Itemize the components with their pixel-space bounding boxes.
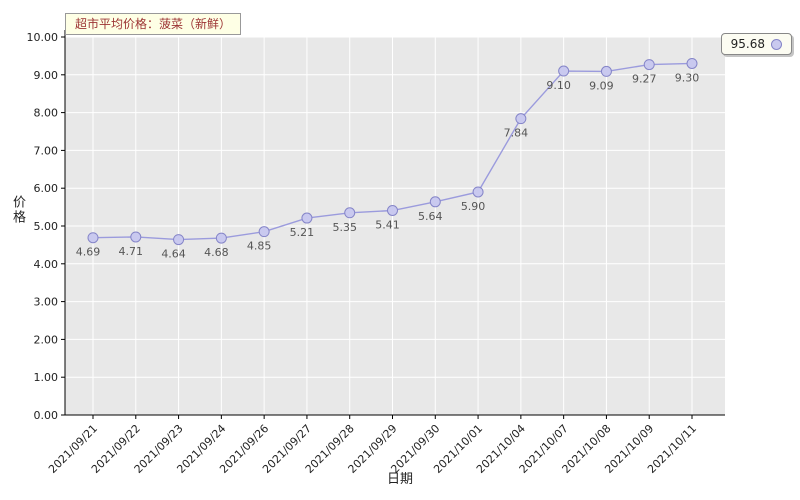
data-point-marker (558, 65, 570, 77)
x-axis-title: 日期 (386, 472, 413, 487)
data-point-label: 9.27 (632, 73, 657, 86)
data-point-marker (429, 196, 441, 208)
data-point-marker (87, 232, 99, 244)
y-tick-label: 3.00 (34, 296, 59, 309)
y-tick-label: 8.00 (34, 107, 59, 120)
data-point-marker (686, 57, 698, 69)
chart-title-box: 超市平均价格：菠菜（新鲜） (65, 13, 242, 35)
y-tick-label: 2.00 (34, 333, 59, 346)
data-point-marker (130, 231, 142, 243)
data-point-marker (344, 207, 356, 219)
data-point-label: 5.21 (290, 226, 315, 239)
data-point-label: 5.35 (332, 221, 357, 234)
y-tick-label: 0.00 (34, 409, 59, 422)
data-point-label: 5.90 (461, 200, 486, 213)
y-tick-label: 7.00 (34, 144, 59, 157)
data-point-label: 5.41 (375, 219, 400, 232)
chart-title: 超市平均价格：菠菜（新鲜） (75, 17, 232, 31)
data-point-marker (387, 205, 398, 217)
y-tick-label: 10.00 (27, 31, 59, 44)
data-point-label: 4.71 (119, 245, 144, 258)
y-tick-label: 1.00 (34, 371, 59, 384)
data-point-label: 9.30 (675, 71, 700, 84)
data-point-marker (515, 113, 527, 125)
y-tick-label: 5.00 (34, 220, 59, 233)
data-point-label: 4.68 (204, 246, 229, 259)
y-tick-label: 6.00 (34, 182, 59, 195)
y-tick-label: 4.00 (34, 258, 59, 271)
data-point-marker (258, 226, 270, 238)
data-point-marker (472, 186, 484, 198)
y-axis-title: 价格 (10, 195, 25, 225)
y-tick-label: 9.00 (34, 69, 59, 82)
data-point-label: 4.69 (76, 246, 101, 259)
data-point-label: 7.84 (504, 127, 529, 140)
data-point-label: 4.64 (161, 248, 186, 261)
data-point-marker (301, 212, 313, 224)
data-point-marker (173, 234, 185, 246)
data-point-label: 5.64 (418, 210, 443, 223)
legend-label: 95.68 (730, 37, 765, 51)
data-point-marker (215, 232, 227, 244)
legend: 95.68 (720, 33, 792, 55)
data-point-label: 9.10 (546, 79, 571, 92)
legend-circle-marker-icon (771, 38, 782, 50)
data-point-label: 4.85 (247, 240, 272, 253)
data-point-marker (600, 65, 612, 77)
data-point-marker (643, 59, 655, 71)
data-point-label: 9.09 (589, 79, 614, 92)
